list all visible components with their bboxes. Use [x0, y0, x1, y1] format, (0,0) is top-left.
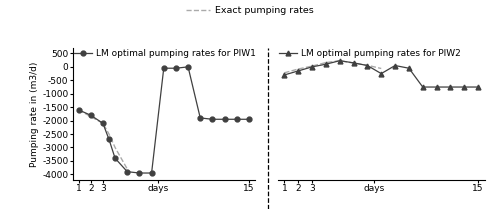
Legend: LM optimal pumping rates for PIW1: LM optimal pumping rates for PIW1 — [70, 45, 260, 62]
Y-axis label: Pumping rate in (m3/d): Pumping rate in (m3/d) — [30, 61, 40, 167]
Legend: Exact pumping rates: Exact pumping rates — [182, 3, 318, 19]
Legend: LM optimal pumping rates for PIW2: LM optimal pumping rates for PIW2 — [276, 45, 464, 62]
